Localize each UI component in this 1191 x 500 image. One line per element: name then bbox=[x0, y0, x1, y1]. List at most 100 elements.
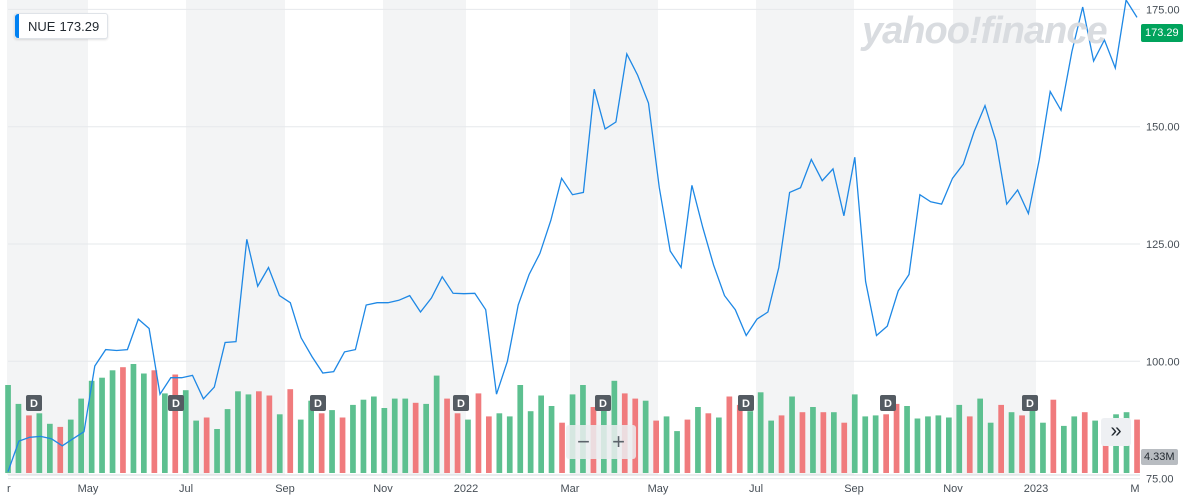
volume-bar bbox=[663, 416, 670, 473]
volume-bar bbox=[548, 406, 555, 473]
volume-bar bbox=[527, 411, 534, 473]
gridlines bbox=[8, 8, 1140, 480]
dividend-marker-label: D bbox=[457, 398, 465, 410]
month-shading bbox=[7, 0, 1036, 475]
volume-bar bbox=[151, 370, 158, 473]
x-tick-label: r bbox=[7, 483, 11, 495]
dividend-marker[interactable] bbox=[738, 395, 754, 411]
dividend-marker-label: D bbox=[1026, 398, 1034, 410]
volume-bar bbox=[193, 420, 199, 473]
volume-bar bbox=[695, 407, 701, 473]
volume-bar bbox=[371, 396, 377, 473]
volume-bar bbox=[78, 398, 84, 473]
volume-bar bbox=[1092, 420, 1098, 473]
volume-bar bbox=[517, 385, 524, 473]
volume-bar bbox=[674, 431, 680, 473]
volume-bar bbox=[120, 367, 126, 473]
volume-bar bbox=[454, 413, 461, 473]
ticker-legend[interactable]: NUE 173.29 bbox=[14, 13, 109, 39]
volume-bar bbox=[444, 398, 450, 473]
volume-bar bbox=[716, 417, 722, 473]
volume-bar bbox=[214, 429, 220, 473]
volume-bar bbox=[506, 416, 513, 473]
month-band bbox=[953, 0, 1036, 475]
volume-bar bbox=[433, 375, 440, 473]
x-tick-label: Sep bbox=[275, 483, 295, 495]
volume-bar bbox=[998, 404, 1004, 473]
volume-bar bbox=[329, 410, 335, 473]
volume-bar bbox=[987, 422, 994, 473]
volume-bar bbox=[1008, 412, 1015, 473]
volume-bar bbox=[287, 389, 294, 473]
current-price-tag: 173.29 bbox=[1141, 24, 1183, 42]
x-tick-label: 2022 bbox=[454, 483, 478, 495]
volume-bar bbox=[757, 392, 764, 473]
volume-bar bbox=[831, 412, 837, 473]
x-tick-label: Jul bbox=[749, 483, 763, 495]
volume-bar bbox=[538, 395, 544, 473]
yahoo-finance-logo: yahoo!finance bbox=[862, 10, 1108, 52]
volume-bar bbox=[893, 403, 900, 473]
zoom-out-button[interactable]: − bbox=[577, 429, 590, 454]
dividend-marker[interactable] bbox=[168, 395, 184, 411]
volume-bar bbox=[841, 422, 848, 473]
volume-bar bbox=[381, 408, 388, 473]
volume-bar bbox=[423, 403, 429, 473]
x-tick-label: Nov bbox=[943, 483, 963, 495]
volume-bar bbox=[486, 416, 492, 473]
volume-bar bbox=[705, 413, 712, 473]
volume-bar bbox=[904, 406, 910, 473]
volume-bar bbox=[350, 404, 356, 473]
volume-bar bbox=[88, 380, 95, 473]
volume-bar bbox=[862, 416, 869, 473]
volume-bar bbox=[465, 419, 471, 473]
volume-bar bbox=[883, 414, 889, 473]
dividend-marker[interactable] bbox=[310, 395, 326, 411]
x-tick-label: Mar bbox=[561, 483, 580, 495]
volume-bar bbox=[36, 413, 43, 473]
zoom-in-button[interactable]: + bbox=[612, 429, 625, 454]
dividend-marker[interactable] bbox=[1022, 395, 1038, 411]
volume-bar bbox=[235, 391, 241, 473]
volume-bar bbox=[402, 398, 409, 473]
x-tick-label: May bbox=[648, 483, 669, 495]
volume-bar bbox=[412, 402, 419, 473]
volume-bar bbox=[851, 394, 858, 473]
y-tick-label: 175.00 bbox=[1146, 4, 1180, 16]
volume-bar bbox=[172, 374, 179, 473]
dividend-marker[interactable] bbox=[595, 395, 611, 411]
volume-bar bbox=[872, 415, 879, 473]
dividend-marker[interactable] bbox=[880, 395, 896, 411]
dividend-marker-label: D bbox=[172, 398, 180, 410]
volume-bar bbox=[47, 423, 53, 473]
x-tick-label: Sep bbox=[844, 483, 864, 495]
dividend-marker[interactable] bbox=[453, 395, 469, 411]
volume-bar bbox=[360, 399, 367, 473]
volume-bar bbox=[935, 415, 942, 473]
volume-bar bbox=[768, 420, 774, 473]
dividend-marker[interactable] bbox=[26, 395, 42, 411]
volume-bar bbox=[308, 400, 314, 473]
volume-bar bbox=[297, 419, 304, 473]
volume-bar bbox=[203, 417, 210, 473]
scroll-right-button[interactable]: » bbox=[1101, 418, 1131, 446]
month-band bbox=[7, 0, 88, 475]
x-tick-label: May bbox=[78, 483, 99, 495]
y-axis-labels: 75.00 100.00 125.00 150.00 175.00 bbox=[1146, 4, 1180, 485]
volume-bar bbox=[224, 409, 231, 473]
y-tick-label: 100.00 bbox=[1146, 356, 1180, 368]
volume-bar bbox=[391, 398, 398, 473]
volume-bar bbox=[966, 416, 973, 473]
volume-bar bbox=[245, 394, 252, 473]
volume-bar bbox=[1081, 412, 1088, 473]
volume-bar bbox=[162, 393, 168, 473]
volume-bar bbox=[109, 370, 116, 473]
month-band bbox=[756, 0, 854, 475]
volume-bar bbox=[141, 373, 147, 473]
series-color-marker bbox=[15, 14, 19, 38]
dividend-marker-label: D bbox=[314, 398, 322, 410]
y-tick-label: 125.00 bbox=[1146, 239, 1180, 251]
volume-bar bbox=[5, 385, 11, 473]
volume-bar bbox=[810, 407, 816, 473]
